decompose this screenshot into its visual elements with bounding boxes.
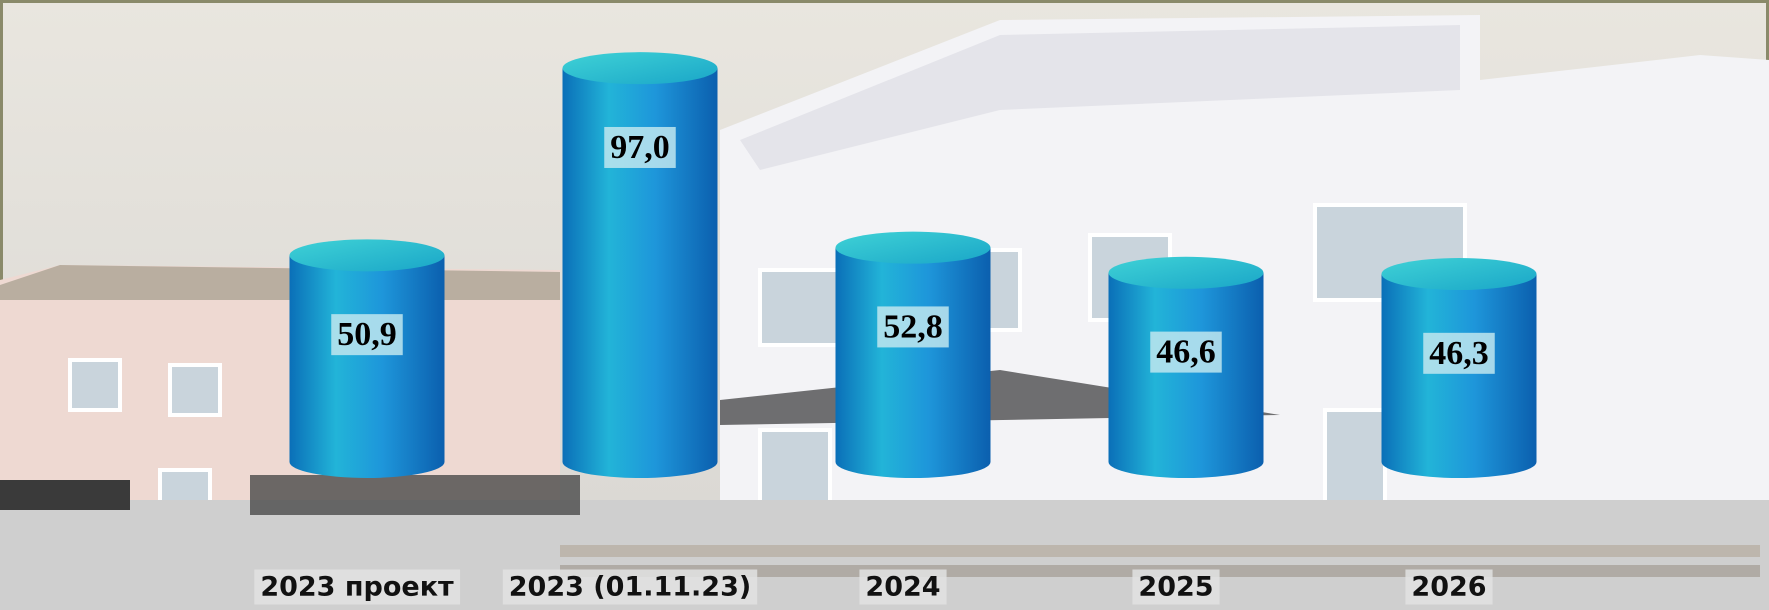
x-tick-label: 2025: [1138, 572, 1213, 603]
value-label: 52,8: [883, 308, 943, 345]
chart: 50,9 2023 проект 97,0 2023 (01.11.23) 52,8 20…: [0, 0, 1769, 610]
cylinder-top: [1109, 257, 1264, 289]
value-label: 46,6: [1156, 334, 1216, 371]
cylinder: [1382, 274, 1537, 478]
x-tick-label: 2026: [1411, 572, 1486, 603]
cylinder: [290, 255, 445, 478]
x-tick-label: 2024: [865, 572, 940, 603]
cylinder-top: [836, 232, 991, 264]
cylinder-top: [563, 52, 718, 84]
x-tick-label: 2023 проект: [260, 572, 454, 603]
cylinder: [836, 248, 991, 478]
value-label: 97,0: [610, 129, 670, 166]
value-label: 50,9: [337, 316, 397, 353]
cylinder: [1109, 273, 1264, 478]
value-label: 46,3: [1429, 335, 1489, 372]
x-tick-label: 2023 (01.11.23): [509, 572, 751, 603]
cylinder-top: [1382, 258, 1537, 290]
page: {"chart_data": {"type": "cylinder-bar", …: [0, 0, 1769, 610]
cylinder-top: [290, 239, 445, 271]
